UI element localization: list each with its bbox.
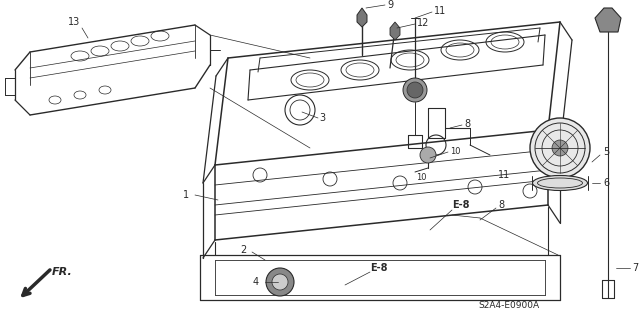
Text: 13: 13 <box>68 17 80 27</box>
Text: 4: 4 <box>253 277 259 287</box>
Text: 11: 11 <box>434 6 446 16</box>
Text: 3: 3 <box>319 113 325 123</box>
Text: 8: 8 <box>464 119 470 129</box>
Circle shape <box>420 147 436 163</box>
Polygon shape <box>390 22 400 40</box>
Text: 6: 6 <box>603 178 609 188</box>
Text: FR.: FR. <box>52 267 73 277</box>
Circle shape <box>530 118 590 178</box>
Text: 9: 9 <box>387 0 393 10</box>
Circle shape <box>272 274 288 290</box>
Ellipse shape <box>532 175 588 190</box>
Text: 2: 2 <box>240 245 246 255</box>
Text: 10: 10 <box>416 173 426 182</box>
Text: 8: 8 <box>498 200 504 210</box>
Text: 1: 1 <box>183 190 189 200</box>
Circle shape <box>407 82 423 98</box>
Circle shape <box>266 268 294 296</box>
Text: E-8: E-8 <box>452 200 470 210</box>
Text: 11: 11 <box>498 170 510 180</box>
Text: 5: 5 <box>603 147 609 157</box>
Text: 7: 7 <box>632 263 638 273</box>
Text: S2A4-E0900A: S2A4-E0900A <box>478 300 539 309</box>
Polygon shape <box>357 8 367 27</box>
Text: 10: 10 <box>450 147 461 156</box>
Text: E-8: E-8 <box>370 263 387 273</box>
Text: 12: 12 <box>417 18 429 28</box>
Polygon shape <box>595 8 621 32</box>
Circle shape <box>403 78 427 102</box>
Circle shape <box>552 140 568 156</box>
